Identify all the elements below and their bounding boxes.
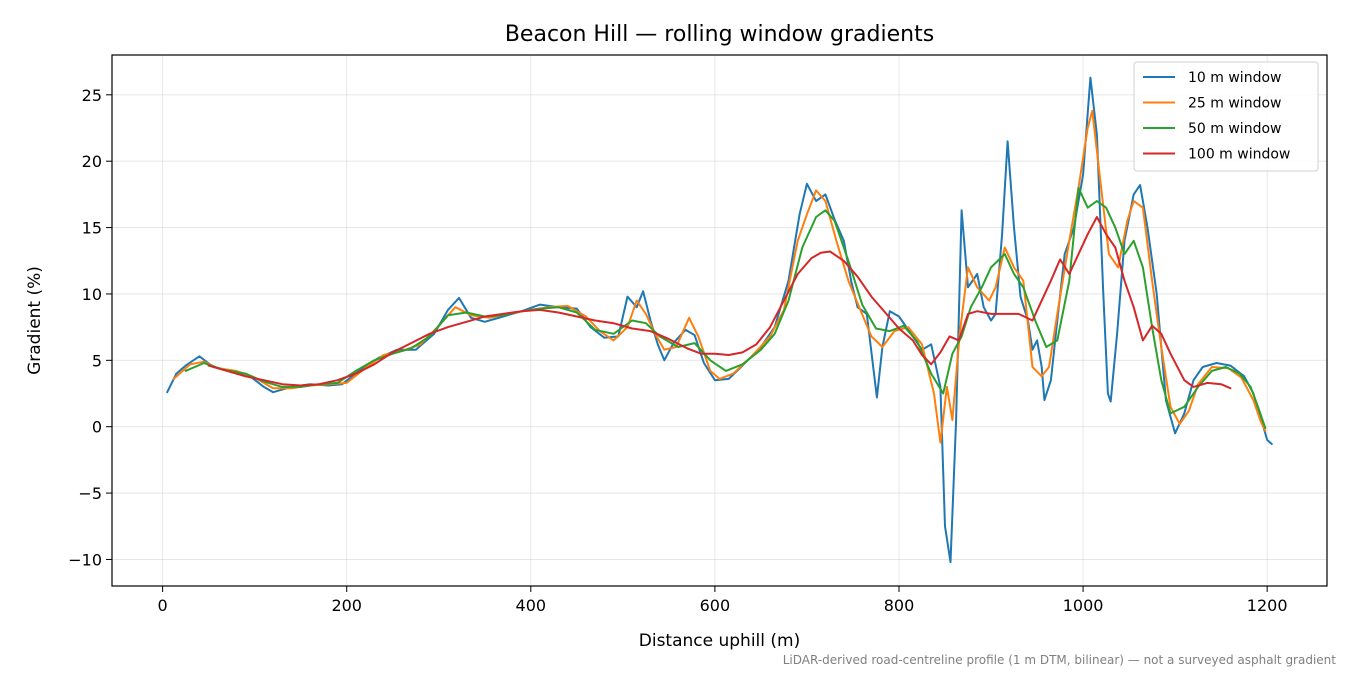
legend-label-2: 25 m window <box>1188 96 1281 112</box>
x-tick-label: 800 <box>884 596 915 615</box>
series-line-4 <box>207 216 1232 390</box>
series-line-1 <box>166 76 1273 564</box>
y-tick-label: −5 <box>78 484 102 503</box>
footnote: LiDAR-derived road-centreline profile (1… <box>783 653 1337 667</box>
y-axis-label: Gradient (%) <box>25 266 45 375</box>
legend: 10 m window 25 m window 50 m window 100 m w… <box>1133 61 1319 172</box>
legend-box <box>1133 61 1319 172</box>
series-group <box>166 76 1273 564</box>
x-tick-label: 600 <box>700 596 731 615</box>
x-tick-label: 400 <box>516 596 547 615</box>
y-tick-label: 20 <box>82 152 102 171</box>
x-tick-label: 1200 <box>1247 596 1288 615</box>
y-tick-label: 10 <box>82 285 102 304</box>
x-axis: 0 200 400 600 800 1000 1200 <box>158 586 1288 615</box>
legend-label-1: 10 m window <box>1188 70 1281 86</box>
y-axis: −10 −5 0 5 10 15 20 25 <box>68 86 112 569</box>
y-tick-label: 5 <box>92 351 102 370</box>
x-tick-label: 1000 <box>1063 596 1104 615</box>
x-tick-label: 0 <box>158 596 168 615</box>
y-tick-label: 15 <box>82 219 102 238</box>
plot-frame <box>111 54 1328 587</box>
x-tick-label: 200 <box>331 596 362 615</box>
y-tick-label: 25 <box>82 86 102 105</box>
plot-area <box>112 55 1327 586</box>
y-tick-label: 0 <box>92 418 102 437</box>
chart-title: Beacon Hill — rolling window gradients <box>505 22 934 47</box>
series-line-3 <box>184 186 1267 429</box>
x-axis-label: Distance uphill (m) <box>639 631 800 651</box>
legend-label-4: 100 m window <box>1188 147 1290 163</box>
y-tick-label: −10 <box>68 550 102 569</box>
legend-label-3: 50 m window <box>1188 121 1281 137</box>
grid <box>112 55 1327 586</box>
